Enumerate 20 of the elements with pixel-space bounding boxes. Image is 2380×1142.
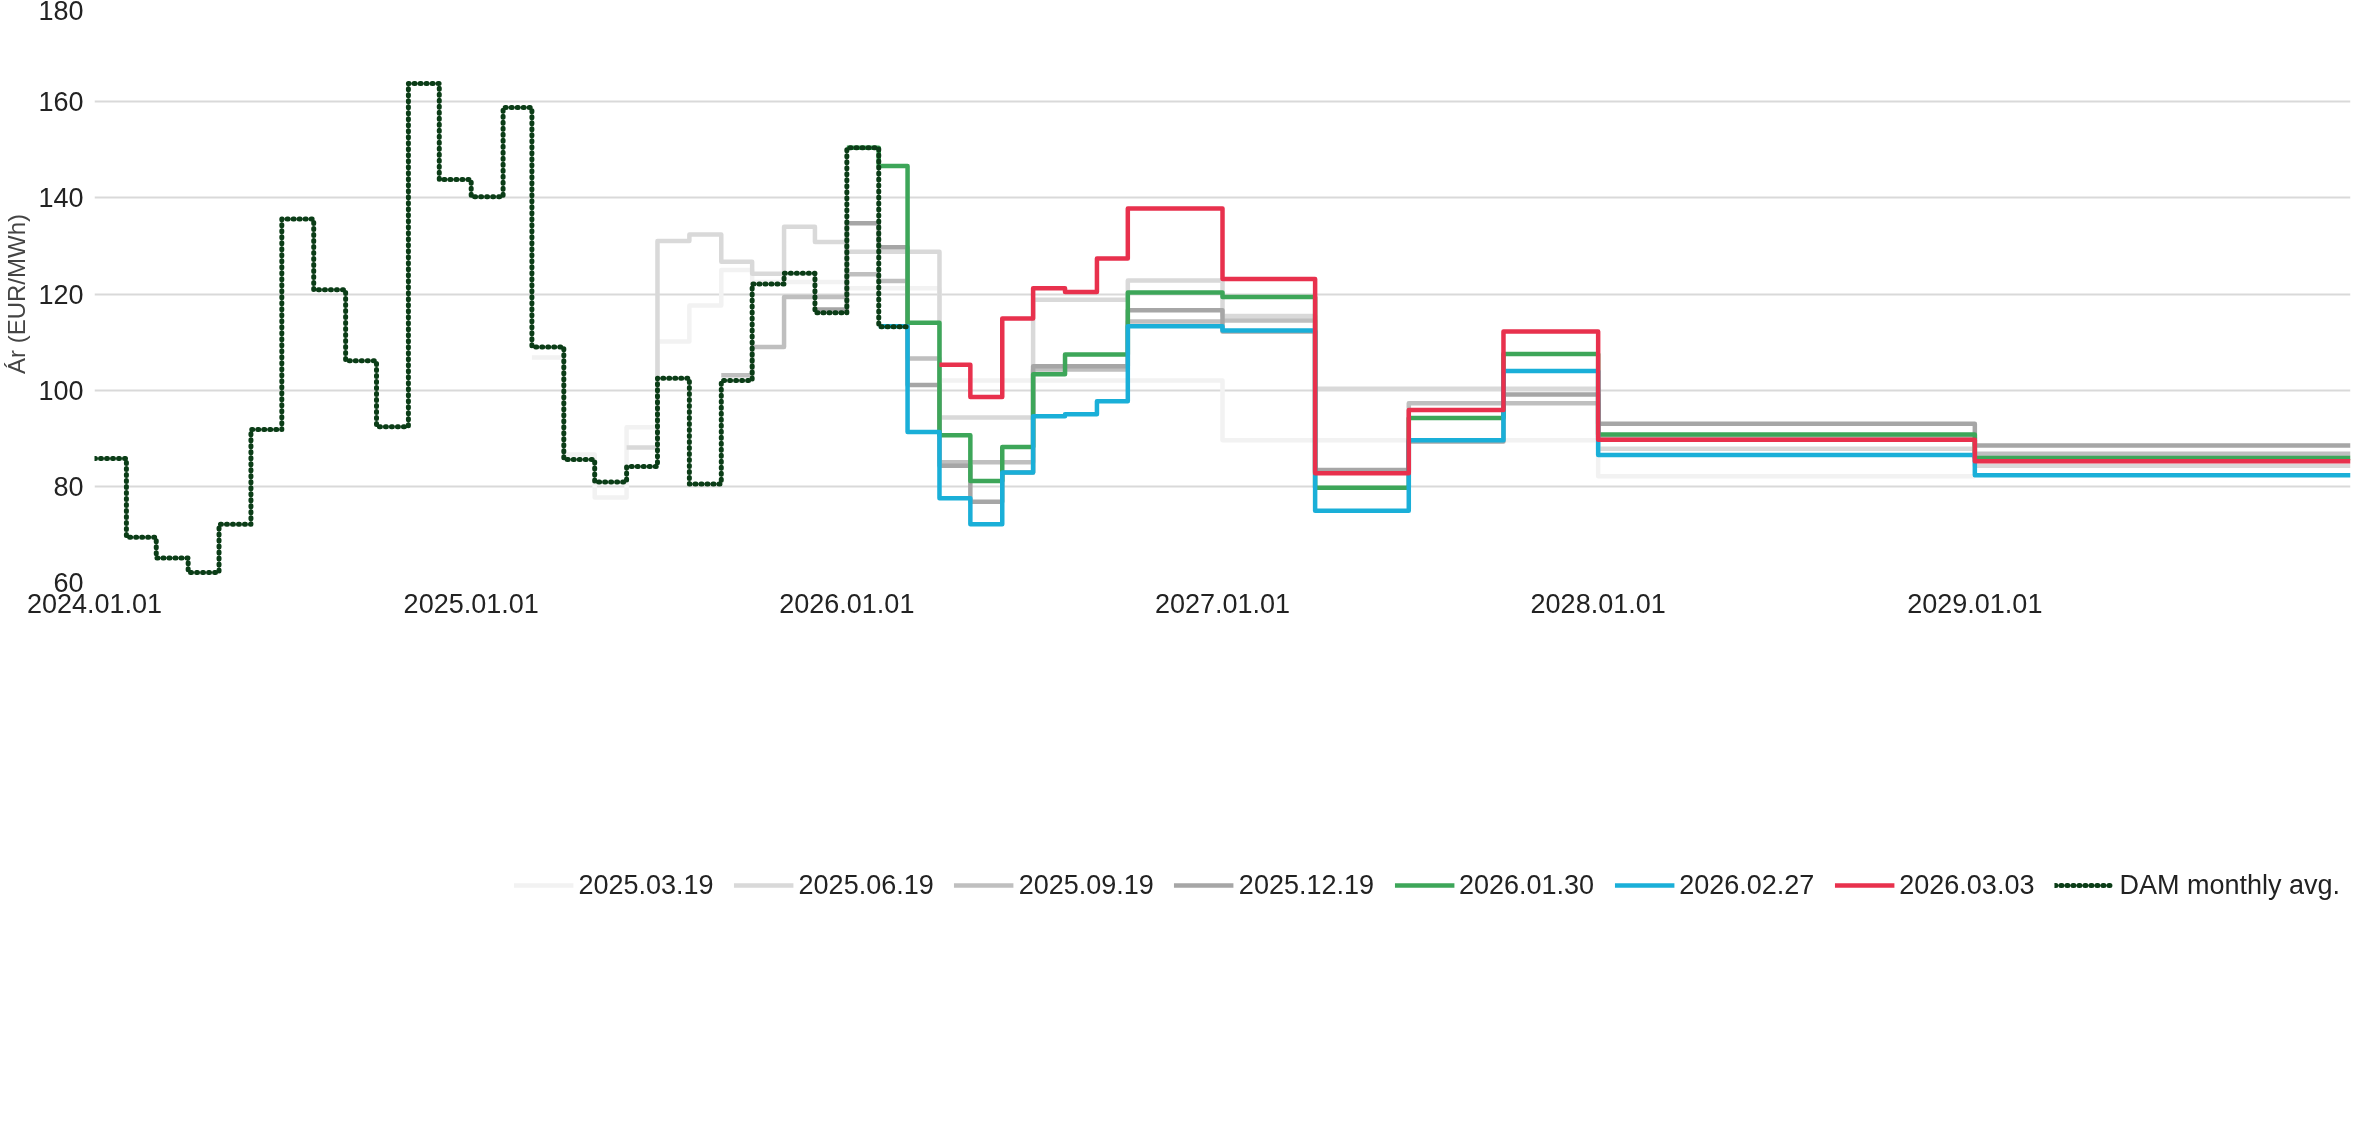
y-tick-label: 140	[38, 183, 84, 214]
y-tick-label: 100	[38, 375, 84, 406]
x-tick-label: 2028.01.01	[1530, 588, 1666, 619]
legend-label: 2025.06.19	[798, 869, 934, 901]
legend-label: 2025.09.19	[1018, 869, 1154, 901]
x-tick-label: 2027.01.01	[1154, 588, 1291, 619]
x-tick-label: 2025.01.01	[403, 588, 539, 619]
legend-label: DAM monthly avg.	[2119, 869, 2340, 901]
y-tick-label: 120	[38, 279, 84, 310]
legend-label: 2026.01.30	[1459, 869, 1595, 901]
legend-label: 2026.03.03	[1899, 869, 2035, 901]
legend-label: 2025.12.19	[1238, 869, 1374, 901]
x-tick-label: 2029.01.01	[1907, 588, 2043, 619]
legend-label: 2026.02.27	[1679, 869, 1815, 901]
x-tick-label: 2026.01.01	[779, 588, 915, 619]
legend-label: 2025.03.19	[578, 869, 714, 901]
y-tick-label: 80	[53, 471, 84, 502]
y-tick-label: 160	[38, 87, 84, 118]
y-tick-label: 180	[38, 0, 84, 26]
y-axis-title: Ár (EUR/MWh)	[3, 214, 31, 374]
